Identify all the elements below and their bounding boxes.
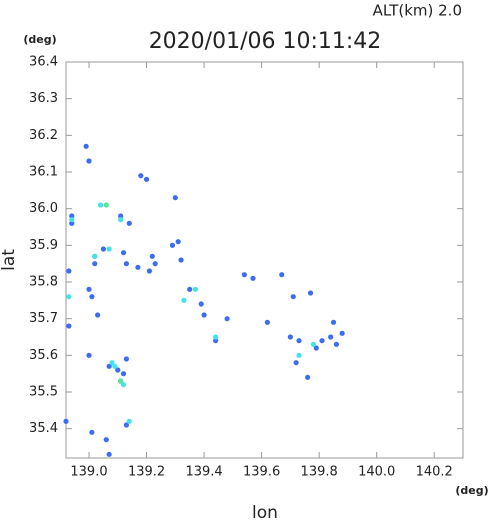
echo-point	[103, 437, 109, 443]
echo-point	[86, 286, 92, 292]
echo-point	[120, 250, 127, 256]
echo-point	[224, 316, 230, 322]
echo-point	[86, 352, 92, 358]
y-tick-label: 35.9	[29, 238, 58, 253]
echo-point	[97, 202, 104, 208]
x-tick-label: 139.2	[128, 465, 165, 480]
x-unit: (deg)	[455, 484, 488, 497]
echo-point	[313, 345, 319, 351]
echo-point	[126, 418, 132, 424]
echo-point	[120, 382, 127, 388]
echo-point	[118, 378, 124, 384]
echo-point	[178, 257, 184, 263]
echo-point	[169, 242, 176, 248]
echo-point	[118, 213, 124, 219]
echo-point	[319, 338, 325, 344]
echo-point	[135, 264, 141, 270]
echo-point	[279, 272, 285, 278]
echo-point	[198, 301, 204, 307]
y-tick-label: 35.8	[29, 275, 58, 290]
x-tick-label: 139.0	[70, 465, 107, 480]
echo-point	[123, 356, 130, 362]
echo-point	[296, 338, 302, 344]
echo-point	[63, 418, 69, 424]
echo-point	[138, 173, 144, 179]
echo-point	[187, 286, 193, 292]
echo-point	[293, 360, 299, 366]
echo-point	[241, 272, 247, 278]
echo-point	[103, 202, 109, 208]
echo-point	[100, 246, 106, 252]
y-tick-label: 36.3	[29, 91, 58, 106]
x-tick-label: 140.0	[358, 465, 395, 480]
echo-point	[66, 294, 72, 300]
echo-point	[146, 268, 153, 274]
y-tick-label: 35.6	[29, 348, 58, 363]
echo-point	[118, 217, 124, 223]
echo-point	[310, 341, 317, 347]
echo-point	[115, 367, 121, 373]
y-tick-label: 36.1	[29, 165, 58, 180]
echo-point	[181, 297, 187, 303]
echo-point	[296, 352, 302, 358]
echo-point	[66, 323, 72, 329]
y-tick-label: 35.7	[29, 311, 58, 326]
x-tick-label: 139.8	[301, 465, 338, 480]
echo-point	[192, 286, 199, 292]
echo-point	[120, 371, 127, 377]
y-tick-label: 36.0	[29, 201, 58, 216]
chart-title: 2020/01/06 10:11:42	[149, 29, 382, 54]
echo-point	[112, 363, 118, 369]
echo-point	[250, 275, 256, 281]
echo-point	[328, 334, 334, 340]
echo-point	[83, 143, 89, 149]
echo-point	[287, 334, 293, 340]
echo-point	[106, 451, 112, 457]
y-axis-label: lat	[0, 249, 19, 271]
chart-subtitle: ALT(km) 2.0	[373, 2, 462, 20]
echo-point	[92, 261, 98, 267]
echo-point	[126, 220, 132, 226]
echo-point	[172, 195, 178, 201]
echo-point	[109, 360, 115, 366]
echo-point	[106, 363, 112, 369]
echo-point	[339, 330, 345, 336]
echo-point	[86, 158, 92, 164]
echo-point	[307, 290, 314, 296]
echo-point	[333, 341, 340, 347]
echo-point	[69, 220, 75, 226]
y-tick-label: 35.5	[29, 385, 58, 400]
echo-point	[123, 261, 130, 267]
x-tick-label: 140.2	[416, 465, 453, 480]
y-tick-label: 35.4	[29, 421, 58, 436]
echo-point	[69, 213, 75, 219]
y-tick-label: 36.2	[29, 128, 58, 143]
echo-point	[290, 294, 296, 300]
plot-frame	[65, 61, 464, 459]
echo-point	[95, 312, 101, 318]
echo-point	[106, 246, 112, 252]
echo-point	[89, 429, 95, 435]
echo-point	[175, 239, 181, 245]
echo-point	[66, 268, 72, 274]
echo-point	[143, 176, 150, 182]
y-unit: (deg)	[23, 33, 56, 46]
echo-point	[305, 374, 311, 380]
echo-point	[212, 334, 219, 340]
echo-point	[330, 319, 337, 325]
echo-point	[149, 253, 155, 259]
echo-point	[123, 422, 130, 428]
echo-point	[152, 261, 158, 267]
echo-point	[89, 294, 95, 300]
y-tick-label: 36.4	[29, 55, 58, 70]
echo-point	[264, 319, 270, 325]
x-tick-label: 139.6	[243, 465, 280, 480]
echo-point	[201, 312, 207, 318]
echo-point	[92, 253, 98, 259]
x-axis-label: lon	[252, 503, 278, 521]
x-tick-label: 139.4	[185, 465, 222, 480]
echo-point	[69, 217, 75, 223]
echo-point	[212, 338, 219, 344]
